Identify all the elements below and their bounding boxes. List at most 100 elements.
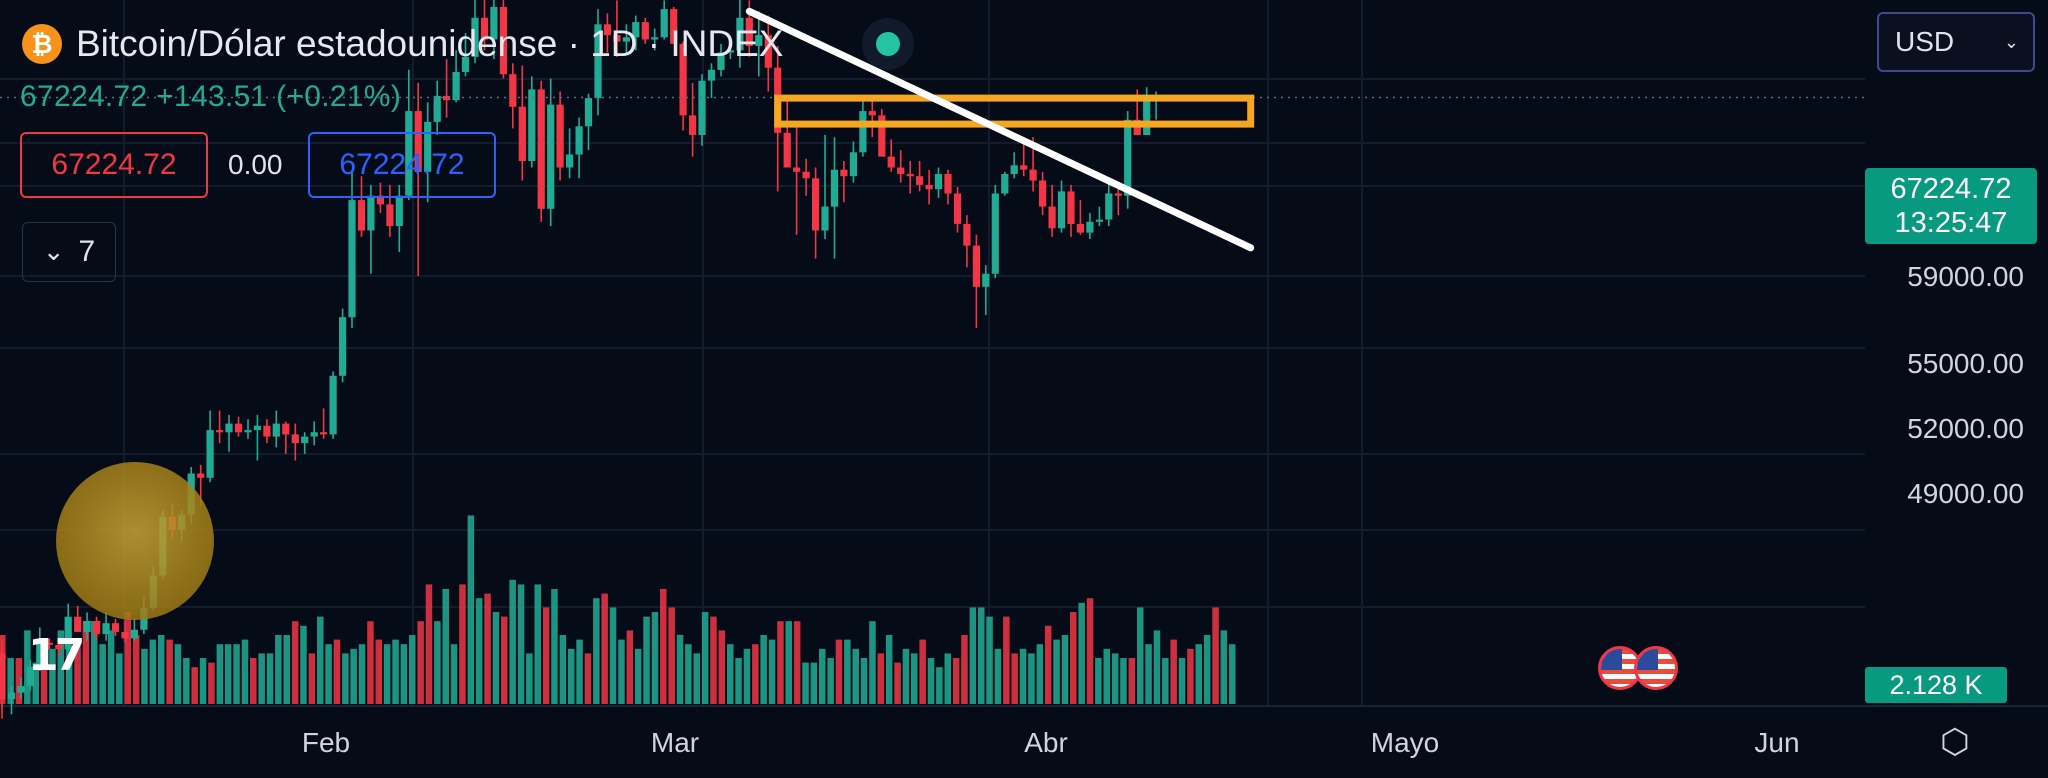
volume-bar bbox=[509, 579, 516, 704]
candle bbox=[755, 11, 763, 77]
candle-body bbox=[102, 623, 110, 634]
candle-body bbox=[859, 111, 867, 153]
volume-bar bbox=[475, 598, 483, 704]
candle bbox=[367, 184, 375, 274]
candle-body bbox=[367, 195, 375, 231]
candle bbox=[698, 74, 706, 146]
candle bbox=[603, 13, 611, 53]
indicators-toggle[interactable]: ⌄ 7 bbox=[22, 222, 116, 282]
candle-body bbox=[1143, 98, 1151, 135]
candle-body bbox=[840, 169, 848, 177]
volume-bar bbox=[492, 612, 500, 704]
volume-bar bbox=[961, 635, 968, 704]
volume-bar bbox=[819, 648, 826, 704]
candle bbox=[329, 371, 337, 439]
candle bbox=[301, 432, 309, 454]
candle bbox=[528, 76, 536, 168]
candle-body bbox=[480, 17, 489, 40]
volume-bar bbox=[383, 644, 391, 704]
volume-bar bbox=[291, 621, 299, 704]
volume-bar bbox=[877, 653, 885, 704]
settings-gear-icon[interactable]: ⬡ bbox=[1940, 722, 1970, 762]
volume-bar bbox=[283, 635, 290, 704]
volume-bar bbox=[233, 644, 240, 704]
volume-bar bbox=[768, 639, 776, 704]
symbol-title[interactable]: Bitcoin/Dólar estadounidense · 1D · INDE… bbox=[76, 23, 784, 64]
candle bbox=[849, 141, 857, 183]
volume-bar bbox=[183, 658, 190, 704]
candle bbox=[584, 93, 593, 151]
candle bbox=[556, 91, 564, 181]
candle-body bbox=[1076, 223, 1084, 233]
economic-events[interactable] bbox=[1598, 646, 1678, 690]
candle-body bbox=[272, 423, 280, 437]
buy-button[interactable]: 67224.72 bbox=[308, 132, 496, 198]
candle-body bbox=[499, 6, 507, 75]
bitcoin-icon: ₿ bbox=[22, 24, 62, 64]
candle bbox=[55, 640, 63, 656]
volume-bar bbox=[342, 653, 349, 704]
candle-body bbox=[584, 98, 593, 127]
candle bbox=[83, 612, 91, 641]
candle-body bbox=[755, 35, 763, 46]
candle-body bbox=[1105, 193, 1113, 220]
volume-bar bbox=[827, 658, 834, 704]
volume-bar bbox=[701, 612, 709, 704]
volume-bar bbox=[643, 616, 650, 704]
candle-body bbox=[414, 111, 422, 172]
candle-body bbox=[660, 9, 668, 38]
candle-body bbox=[225, 423, 233, 433]
volume-bar bbox=[1103, 648, 1110, 704]
candle bbox=[537, 80, 545, 222]
candle bbox=[972, 234, 980, 329]
volume-bar bbox=[885, 635, 893, 704]
candle bbox=[717, 43, 725, 77]
volume-bar bbox=[685, 644, 692, 704]
volume-bar bbox=[166, 639, 173, 704]
candle bbox=[963, 215, 971, 268]
candle bbox=[45, 638, 53, 650]
volume-bar bbox=[300, 625, 307, 704]
bar-countdown: 13:25:47 bbox=[1894, 207, 2008, 239]
last-price: 67224.72 bbox=[1890, 173, 2012, 205]
volume-bar bbox=[568, 648, 575, 704]
volume-bar bbox=[459, 584, 466, 704]
volume-bar bbox=[450, 644, 458, 704]
candle bbox=[272, 410, 280, 448]
indicator-count: 7 bbox=[78, 235, 96, 268]
market-open-icon bbox=[876, 32, 900, 56]
volume-bar bbox=[835, 639, 843, 704]
candle bbox=[121, 621, 129, 643]
volume-bar bbox=[40, 658, 48, 704]
candle-body bbox=[916, 176, 924, 185]
us-flag-icon[interactable] bbox=[1634, 646, 1678, 690]
candle-body bbox=[972, 245, 980, 287]
symbol-header[interactable]: ₿ Bitcoin/Dólar estadounidense · 1D · IN… bbox=[22, 22, 783, 66]
candle bbox=[1143, 87, 1151, 135]
candle-body bbox=[1039, 180, 1047, 207]
sell-button[interactable]: 67224.72 bbox=[20, 132, 208, 198]
candle bbox=[111, 618, 120, 637]
volume-bar bbox=[375, 639, 382, 704]
candle-body bbox=[783, 132, 791, 168]
price-tick-label: 55000.00 bbox=[1907, 348, 2024, 379]
volume-bar bbox=[124, 612, 131, 704]
candle bbox=[925, 169, 933, 205]
candle-body bbox=[1114, 193, 1122, 196]
candle-body bbox=[74, 616, 82, 632]
candle-body bbox=[7, 692, 16, 700]
candle-body bbox=[982, 273, 990, 287]
candle bbox=[518, 65, 526, 181]
candle-body bbox=[991, 193, 999, 274]
candle-body bbox=[1001, 174, 1009, 194]
volume-bar bbox=[107, 630, 115, 704]
candle-body bbox=[613, 35, 621, 42]
candle bbox=[36, 627, 44, 671]
market-status-button[interactable] bbox=[862, 18, 914, 70]
candle-body bbox=[443, 95, 451, 101]
candle bbox=[386, 184, 394, 237]
candle-body bbox=[357, 200, 366, 231]
currency-select[interactable]: USD ⌄ bbox=[1877, 12, 2035, 72]
us-flag-icon[interactable] bbox=[1598, 646, 1642, 690]
